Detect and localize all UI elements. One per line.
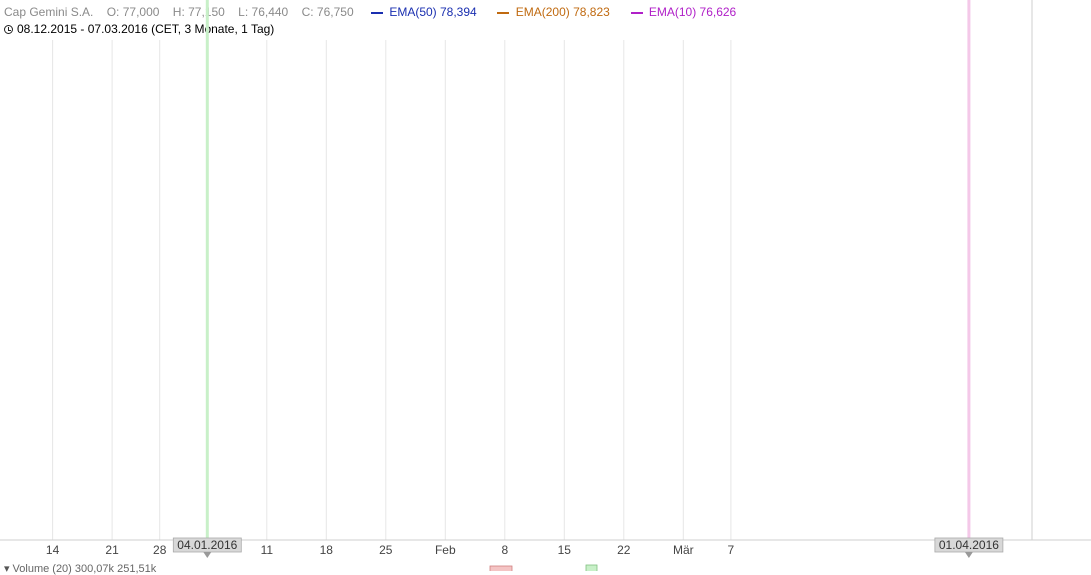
volume-header-partial: ▾ Volume (20) 300,07k 251,51k xyxy=(4,562,156,575)
date-marker-line xyxy=(205,0,209,540)
x-tick-label: Feb xyxy=(435,543,456,557)
chart-period-line: 08.12.2015 - 07.03.2016 (CET, 3 Monate, … xyxy=(4,22,274,36)
x-tick-label: 8 xyxy=(501,543,508,557)
date-marker-label: 01.04.2016 xyxy=(939,538,999,552)
x-tick-label: 7 xyxy=(728,543,735,557)
instrument-name: Cap Gemini S.A. xyxy=(4,5,94,19)
ema10-swatch xyxy=(630,11,643,14)
x-tick-label: Mär xyxy=(673,543,694,557)
ema200-label: EMA(200) xyxy=(515,5,570,19)
x-tick-label: 22 xyxy=(617,543,631,557)
volume-marker-green xyxy=(585,564,598,571)
ema200-swatch xyxy=(497,11,510,14)
close-label: C: xyxy=(301,5,314,19)
x-tick-label: 15 xyxy=(558,543,572,557)
ema200-legend[interactable]: EMA(200) 78,823 xyxy=(493,5,613,19)
date-marker-pointer xyxy=(964,552,973,558)
open-value: 77,000 xyxy=(122,5,160,19)
chart-header-ohlc: Cap Gemini S.A. O: 77,000 H: 77,150 L: 7… xyxy=(4,5,736,19)
high-label: H: xyxy=(172,5,185,19)
ema50-value: 78,394 xyxy=(440,5,477,19)
x-tick-label: 11 xyxy=(261,543,274,557)
volume-marker-red xyxy=(489,565,513,571)
x-tick-label: 18 xyxy=(320,543,334,557)
open-label: O: xyxy=(106,5,120,19)
collapse-icon[interactable]: ▾ xyxy=(4,563,10,575)
ema50-label: EMA(50) xyxy=(389,5,437,19)
period-label: 08.12.2015 - 07.03.2016 (CET, 3 Monate, … xyxy=(17,22,275,36)
x-tick-label: 21 xyxy=(105,543,119,557)
ema50-legend[interactable]: EMA(50) 78,394 xyxy=(367,5,480,19)
date-marker-line xyxy=(967,0,971,540)
x-tick-label: 14 xyxy=(46,543,60,557)
clock-icon xyxy=(4,25,13,34)
ema10-value: 76,626 xyxy=(699,5,737,19)
date-marker-layer xyxy=(205,0,971,540)
low-value: 76,440 xyxy=(251,5,289,19)
x-tick-label: 28 xyxy=(153,543,167,557)
close-value: 76,750 xyxy=(316,5,354,19)
low-label: L: xyxy=(238,5,249,19)
ema10-legend[interactable]: EMA(10) 76,626 xyxy=(627,5,737,19)
ema10-label: EMA(10) xyxy=(648,5,697,19)
date-marker-label: 04.01.2016 xyxy=(177,538,237,552)
date-marker-pointer xyxy=(203,552,212,558)
x-tick-label: 25 xyxy=(379,543,393,557)
grid-layer xyxy=(52,40,732,540)
ema200-value: 78,823 xyxy=(573,5,610,19)
volume-header-text: Volume (20) 300,07k 251,51k xyxy=(12,563,157,575)
ema50-swatch xyxy=(370,11,383,14)
